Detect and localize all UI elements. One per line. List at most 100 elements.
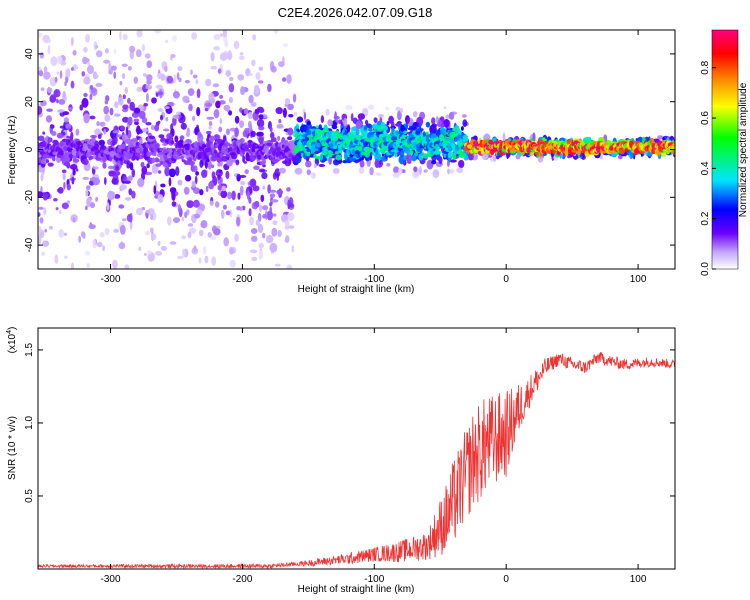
heatmap-speckle xyxy=(258,168,266,173)
snr-scale-label: (x104) xyxy=(6,327,18,354)
heatmap-speckle xyxy=(193,199,200,208)
heatmap-speckle xyxy=(242,205,246,211)
heatmap-ridge xyxy=(399,149,405,158)
heatmap-speckle xyxy=(236,173,241,182)
heatmap-speckle xyxy=(168,168,176,178)
snr-xlabel: Height of straight line (km) xyxy=(298,584,415,595)
heatmap-speckle xyxy=(170,54,176,58)
heatmap-speckle xyxy=(78,235,81,243)
heatmap-ridge xyxy=(155,163,162,167)
heatmap-ridge xyxy=(42,153,50,159)
heatmap-speckle xyxy=(164,106,170,110)
heatmap-speckle xyxy=(88,224,96,230)
heatmap-speckle xyxy=(252,185,260,192)
heatmap-speckle xyxy=(71,176,75,185)
heatmap-speckle xyxy=(113,71,116,79)
heatmap-speckle xyxy=(262,185,265,190)
heatmap-speckle xyxy=(146,163,150,169)
heatmap-speckle xyxy=(223,237,229,247)
heatmap-ridge xyxy=(47,137,51,144)
heatmap-speckle xyxy=(462,119,468,127)
heatmap-speckle xyxy=(208,126,212,130)
heatmap-speckle xyxy=(173,217,180,224)
heatmap-speckle xyxy=(95,45,98,49)
heatmap-speckle xyxy=(119,81,123,86)
heatmap-speckle xyxy=(342,160,348,164)
heatmap-speckle xyxy=(144,53,151,59)
heatmap-speckle xyxy=(236,206,241,211)
heatmap-ridge xyxy=(148,135,155,140)
heatmap-speckle xyxy=(92,239,96,246)
heatmap-speckle xyxy=(265,235,274,244)
heatmap-ridge xyxy=(415,130,421,136)
heatmap-speckle xyxy=(75,128,80,136)
heatmap-ridge xyxy=(291,154,298,158)
heatmap-ridge xyxy=(416,148,423,152)
heatmap-ridge xyxy=(170,140,175,145)
heatmap-speckle xyxy=(122,104,129,110)
heatmap-speckle xyxy=(251,59,256,67)
heatmap-speckle xyxy=(71,262,74,269)
heatmap-speckle xyxy=(181,216,185,222)
heatmap-ridge xyxy=(365,146,372,154)
heatmap-speckle xyxy=(146,74,153,82)
heatmap-speckle xyxy=(255,219,260,226)
heatmap-speckle xyxy=(160,114,163,121)
heatmap-speckle xyxy=(225,210,231,216)
heatmap-speckle xyxy=(53,89,61,98)
heatmap-speckle xyxy=(629,151,635,158)
heatmap-speckle xyxy=(419,166,422,175)
x-tick-label: -300 xyxy=(101,574,121,585)
heatmap-speckle xyxy=(269,127,273,132)
heatmap-speckle xyxy=(96,241,103,248)
spectrogram-heatmap xyxy=(38,30,675,269)
heatmap-speckle xyxy=(502,132,506,142)
heatmap-speckle xyxy=(373,117,378,123)
heatmap-speckle xyxy=(86,185,91,191)
heatmap-speckle xyxy=(157,240,161,246)
heatmap-speckle xyxy=(155,84,164,89)
heatmap-speckle xyxy=(202,246,207,255)
heatmap-speckle xyxy=(205,185,209,193)
heatmap-speckle xyxy=(266,210,273,221)
heatmap-speckle xyxy=(435,115,439,124)
colorbar-label: Normalized spectral amplitude xyxy=(738,82,749,217)
heatmap-speckle xyxy=(284,225,290,230)
heatmap-speckle xyxy=(38,235,42,245)
heatmap-speckle xyxy=(282,107,287,118)
heatmap-speckle xyxy=(258,204,263,213)
heatmap-speckle xyxy=(175,166,180,177)
heatmap-speckle xyxy=(92,166,100,170)
heatmap-speckle xyxy=(267,83,272,93)
heatmap-speckle xyxy=(133,107,141,114)
heatmap-speckle xyxy=(38,212,41,217)
heatmap-ridge xyxy=(534,151,539,156)
heatmap-speckle xyxy=(365,119,369,126)
heatmap-speckle xyxy=(515,154,521,160)
heatmap-speckle xyxy=(59,125,67,129)
heatmap-speckle xyxy=(306,169,311,176)
heatmap-speckle xyxy=(397,110,402,121)
heatmap-speckle xyxy=(123,174,127,182)
heatmap-speckle xyxy=(42,191,48,201)
heatmap-speckle xyxy=(250,101,257,107)
heatmap-ridge xyxy=(405,150,412,154)
snr-ylabel: SNR (10 * v/v) xyxy=(7,416,18,480)
heatmap-speckle xyxy=(254,108,260,115)
heatmap-ridge xyxy=(179,135,185,141)
heatmap-speckle xyxy=(287,127,294,136)
heatmap-speckle xyxy=(72,50,77,56)
heatmap-speckle xyxy=(542,152,547,156)
heatmap-speckle xyxy=(334,111,337,122)
heatmap-speckle xyxy=(39,52,45,59)
heatmap-speckle xyxy=(277,230,282,238)
heatmap-speckle xyxy=(208,120,213,127)
heatmap-ridge xyxy=(452,152,457,161)
heatmap-ridge xyxy=(151,157,156,164)
heatmap-speckle xyxy=(338,119,341,124)
heatmap-speckle xyxy=(118,96,124,106)
y-tick-label: 1.5 xyxy=(24,343,35,357)
heatmap-speckle xyxy=(239,185,244,196)
heatmap-speckle xyxy=(64,81,67,87)
